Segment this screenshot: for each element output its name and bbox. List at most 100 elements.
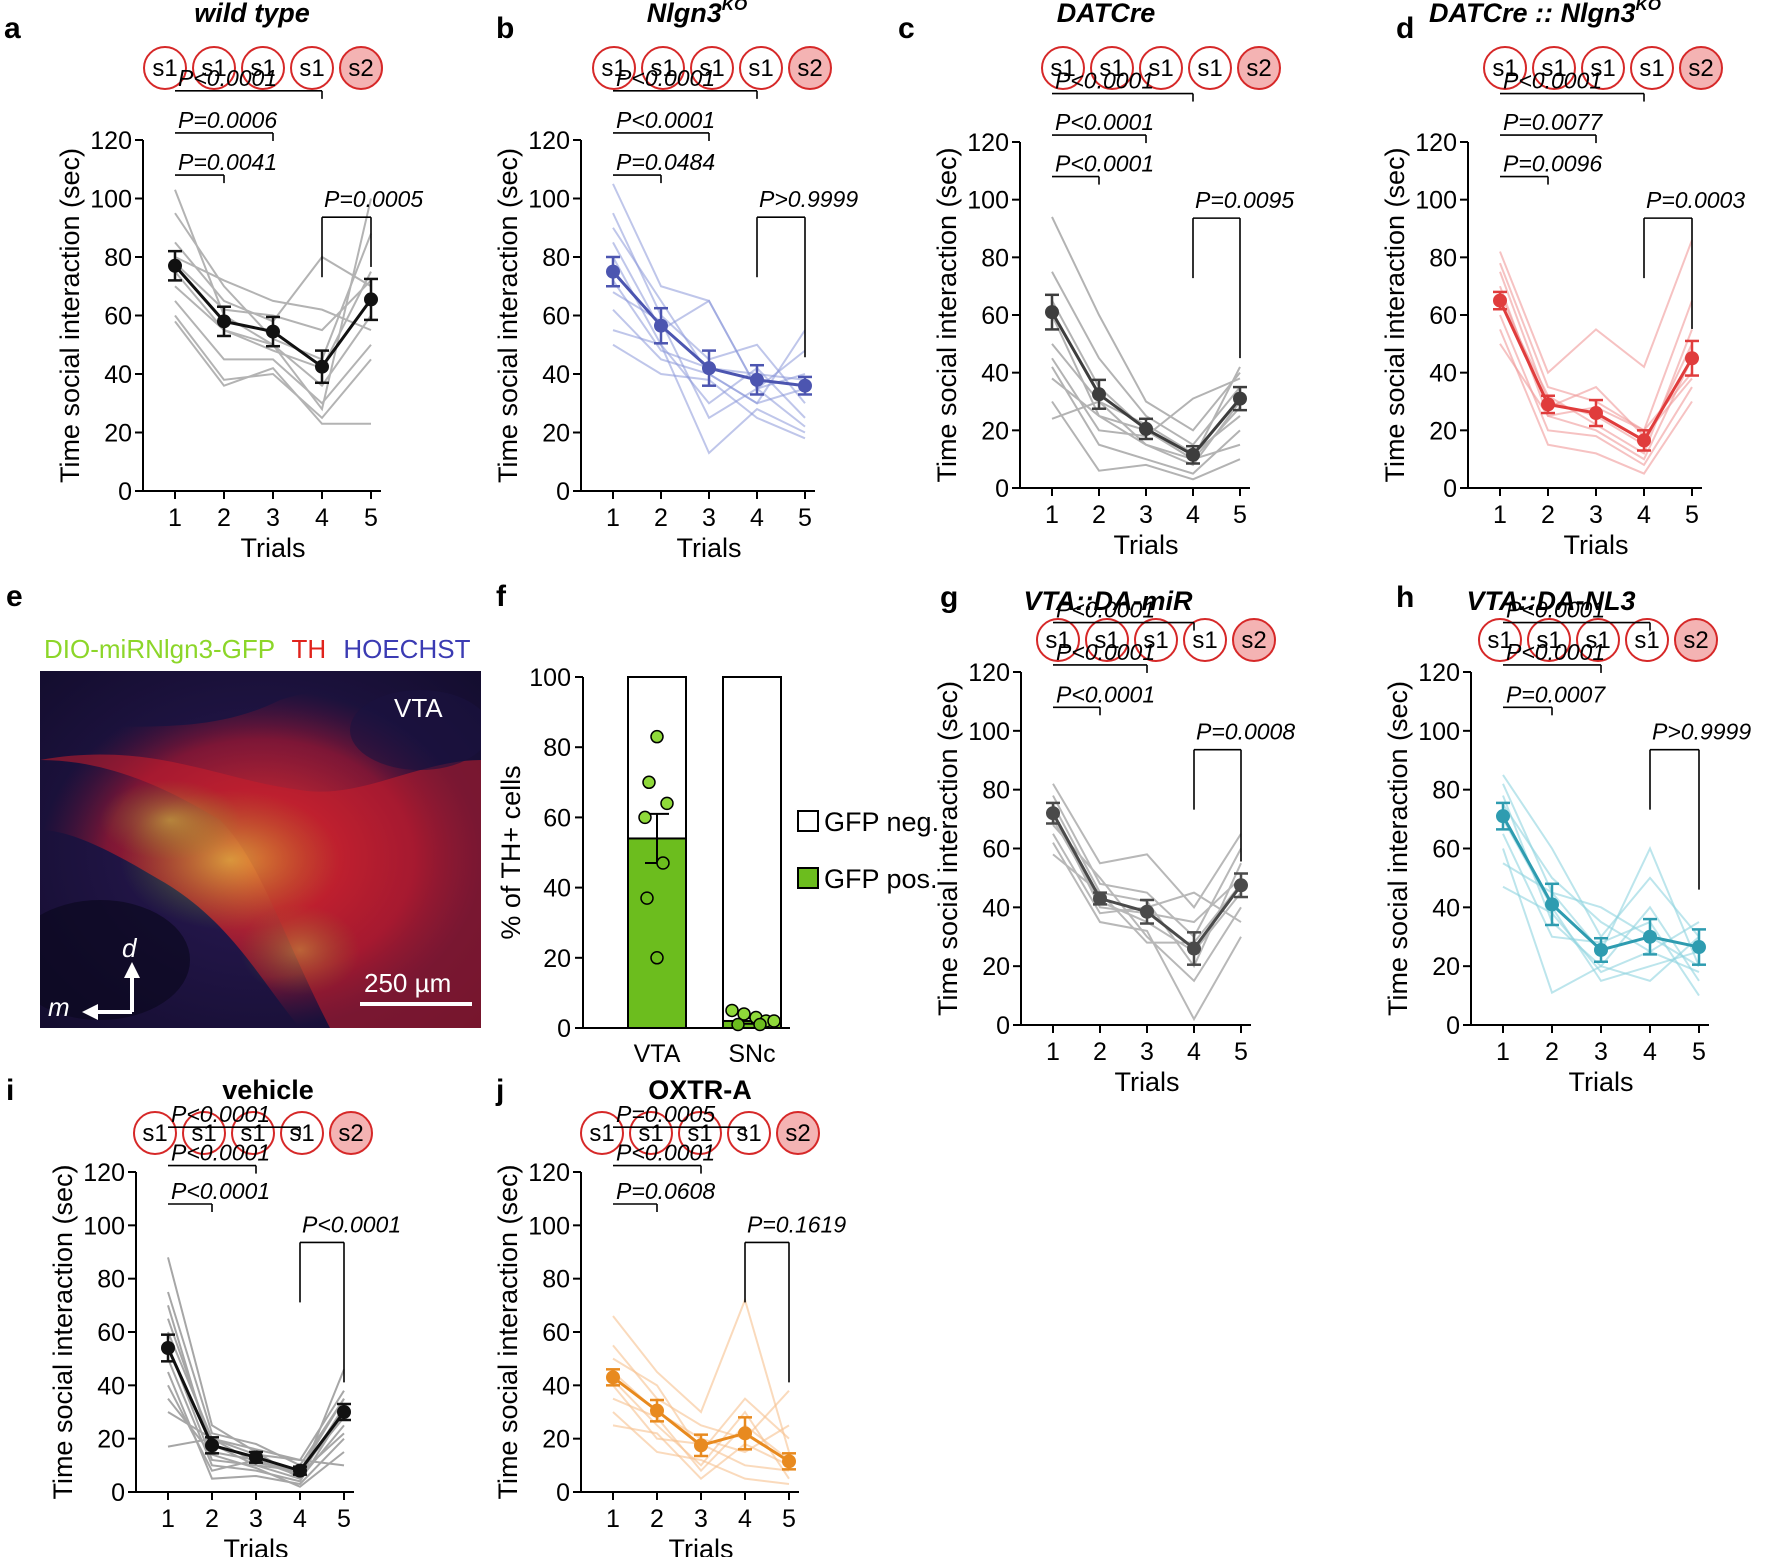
stimulus-label: s1 [1192, 627, 1217, 654]
stimulus-label: s1 [1585, 627, 1610, 654]
x-axis-label: Trials [1564, 530, 1629, 560]
y-tick-label: 100 [967, 187, 1009, 215]
individual-line [174, 256, 372, 332]
stimulus-label: s1 [638, 1120, 663, 1147]
y-tick-label: 60 [97, 1319, 125, 1347]
stimulus-label: s1 [736, 1120, 761, 1147]
mean-point [798, 378, 812, 393]
stimulus-circle-s2 [1232, 618, 1276, 662]
stimulus-label: s1 [142, 1120, 167, 1147]
y-tick-label: 120 [967, 129, 1009, 157]
stimulus-label: s2 [1241, 627, 1266, 654]
stimulus-label: s1 [1590, 55, 1615, 82]
x-tick-label: 1 [1045, 501, 1059, 529]
individual-line [612, 256, 806, 419]
x-tick-label: 5 [1692, 1038, 1706, 1066]
comparison-stat: P=0.0008 [1196, 719, 1295, 745]
stimulus-circle-s1 [1625, 618, 1669, 662]
y-tick-label: 40 [542, 361, 570, 389]
stimulus-label: s1 [1639, 55, 1664, 82]
individual-line [1051, 366, 1241, 475]
stimulus-circle-s1 [580, 1111, 624, 1155]
stimulus-label: s1 [289, 1120, 314, 1147]
x-tick-label: 5 [337, 1505, 351, 1533]
panel-label-e: e [6, 580, 23, 613]
y-tick-label: 0 [1443, 475, 1457, 503]
y-tick-label: 40 [543, 875, 571, 903]
panel-label-i: i [6, 1074, 14, 1107]
panel-label-g: g [940, 581, 958, 614]
stimulus-circle-s1 [1478, 618, 1522, 662]
x-tick-label: 5 [1234, 1038, 1248, 1066]
individual-line [1502, 803, 1700, 953]
x-tick-label: 3 [1589, 501, 1603, 529]
x-tick-label: 2 [650, 1505, 664, 1533]
stimulus-label: s1 [650, 55, 675, 82]
x-tick-label: 1 [161, 1505, 175, 1533]
individual-line [174, 320, 371, 425]
x-tick-label: 4 [315, 504, 329, 532]
x-tick-label: 1 [606, 1505, 620, 1533]
stimulus-circle-s2 [339, 46, 383, 90]
bar-gfp-neg [722, 676, 782, 1029]
y-tick-label: 0 [111, 1479, 125, 1507]
x-tick-label: 2 [1541, 501, 1555, 529]
individual-line [174, 262, 372, 332]
mean-point [293, 1463, 307, 1478]
individual-line [1502, 774, 1700, 939]
y-tick-label: 20 [982, 953, 1010, 981]
chart-title: VTA::DA-NL3 [1467, 586, 1636, 616]
comparison-stat: P<0.0001 [1503, 68, 1602, 94]
panel-e-microscopy: e DIO-miRNlgn3-GFP TH HOECHST VTA 250 µm… [6, 580, 481, 1028]
mean-point [1233, 391, 1247, 406]
y-tick-label: 100 [528, 1212, 570, 1240]
chart-title-main: OXTR-A [648, 1075, 752, 1105]
y-tick-label: 0 [1446, 1012, 1460, 1040]
y-axis-label: Time social interaction (sec) [55, 148, 85, 483]
comparison-stat: P<0.0001 [616, 107, 715, 133]
chart-title-sup: KO [722, 0, 748, 14]
panel-a: a wild type s1 s1 s1 s1 s2 0 20 40 60 80 100 120 1 2 3 4 5… [4, 0, 423, 563]
comparison-stat: P=0.0005 [616, 1101, 715, 1127]
stimulus-circle-s1 [1581, 46, 1625, 90]
stimulus-label: s1 [191, 1120, 216, 1147]
individual-line [612, 329, 806, 455]
scale-bar-label: 250 µm [364, 968, 451, 998]
x-tick-label: 4 [1186, 501, 1200, 529]
stimulus-label: s1 [1536, 627, 1561, 654]
stimulus-label: s1 [748, 55, 773, 82]
mean-point [1234, 878, 1248, 893]
stimulus-circle-s1 [1576, 618, 1620, 662]
comparison-stat: P=0.0095 [1195, 187, 1294, 213]
x-tick-label: 5 [1685, 501, 1699, 529]
x-tick-label: 3 [694, 1505, 708, 1533]
y-tick-label: 120 [528, 127, 570, 155]
x-axis-label: Trials [1115, 1067, 1180, 1097]
mean-point [1187, 941, 1201, 956]
y-tick-label: 60 [542, 303, 570, 331]
chart-title: OXTR-A [648, 1075, 752, 1105]
mean-point [654, 318, 668, 333]
y-tick-label: 40 [981, 360, 1009, 388]
comparison-stat: P<0.0001 [1055, 68, 1154, 94]
orientation-arrows [82, 962, 140, 1020]
region-label: VTA [394, 693, 443, 723]
mean-point [650, 1403, 664, 1418]
stimulus-circle-s1 [1527, 618, 1571, 662]
mean-point [1545, 897, 1559, 912]
comparison-stat: P<0.0001 [171, 1178, 270, 1204]
individual-line [612, 1411, 790, 1485]
x-tick-label: 2 [1093, 1038, 1107, 1066]
mean-point [161, 1341, 175, 1355]
data-point [638, 810, 652, 825]
y-tick-label: 100 [83, 1212, 125, 1240]
chart-title: vehicle [222, 1075, 314, 1105]
y-tick-label: 100 [1415, 187, 1457, 215]
data-point [725, 1003, 739, 1018]
comparison-stat: P<0.0001 [1056, 681, 1155, 707]
individual-line [1052, 824, 1242, 983]
stimulus-label: s2 [1683, 627, 1708, 654]
